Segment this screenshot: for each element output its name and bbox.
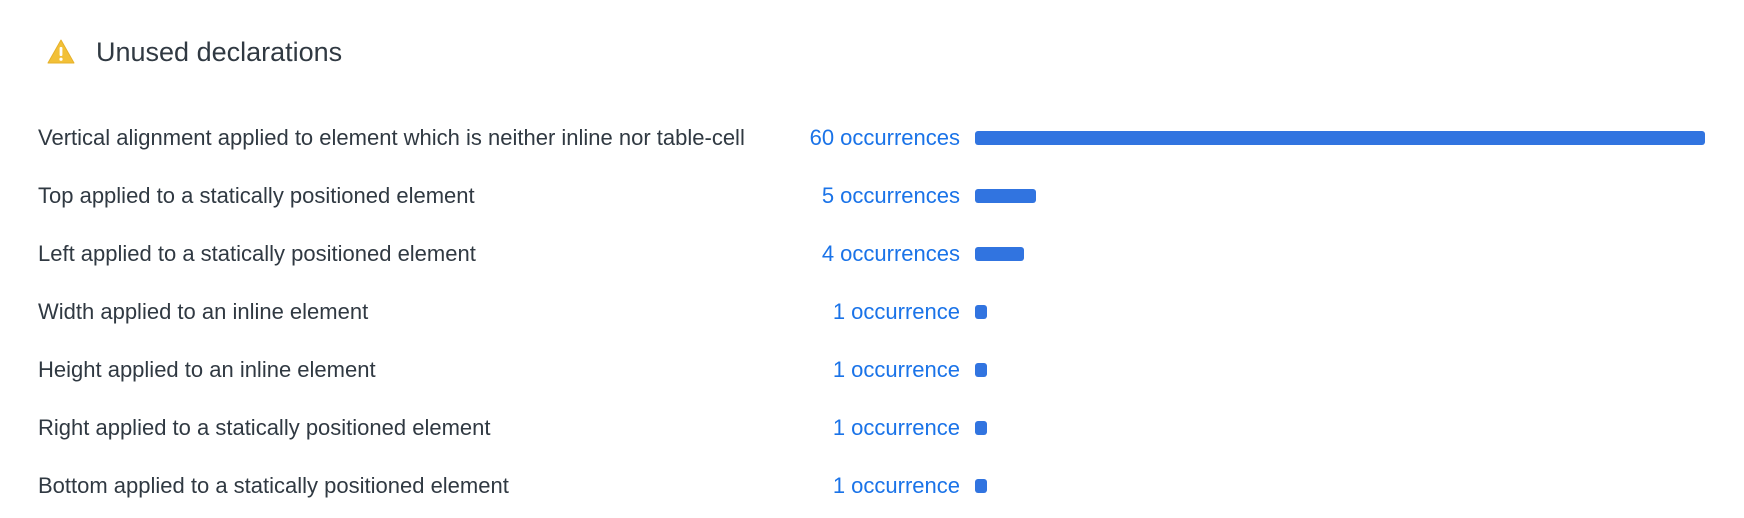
section-title: Unused declarations xyxy=(96,37,343,67)
declaration-row: Width applied to an inline element 1 occ… xyxy=(0,283,1744,341)
declaration-row: Bottom applied to a statically positione… xyxy=(0,457,1744,515)
occurrence-bar xyxy=(975,363,987,377)
occurrence-bar xyxy=(975,305,987,319)
declaration-row: Right applied to a statically positioned… xyxy=(0,399,1744,457)
occurrences-link[interactable]: 60 occurrences xyxy=(809,125,960,150)
declaration-row: Vertical alignment applied to element wh… xyxy=(0,109,1744,167)
occurrences-link[interactable]: 4 occurrences xyxy=(821,241,960,266)
declaration-label: Right applied to a statically positioned… xyxy=(38,415,491,440)
occurrence-bar xyxy=(975,421,987,435)
occurrences-link[interactable]: 1 occurrence xyxy=(832,415,960,440)
bar-track xyxy=(975,457,1705,515)
bar-track xyxy=(975,225,1705,283)
declaration-label: Bottom applied to a statically positione… xyxy=(38,473,509,498)
declaration-label: Vertical alignment applied to element wh… xyxy=(38,125,745,150)
declaration-label: Top applied to a statically positioned e… xyxy=(38,183,475,208)
section-header: Unused declarations xyxy=(46,30,342,74)
declaration-row: Height applied to an inline element 1 oc… xyxy=(0,341,1744,399)
declaration-row: Left applied to a statically positioned … xyxy=(0,225,1744,283)
occurrence-bar xyxy=(975,247,1024,261)
bar-track xyxy=(975,399,1705,457)
occurrence-bar xyxy=(975,479,987,493)
declaration-label: Height applied to an inline element xyxy=(38,357,376,382)
occurrences-link[interactable]: 1 occurrence xyxy=(832,299,960,324)
bar-track xyxy=(975,341,1705,399)
declaration-row: Top applied to a statically positioned e… xyxy=(0,167,1744,225)
occurrences-link[interactable]: 1 occurrence xyxy=(832,473,960,498)
declaration-label: Width applied to an inline element xyxy=(38,299,369,324)
occurrence-bar xyxy=(975,189,1036,203)
bar-track xyxy=(975,109,1705,167)
bar-track xyxy=(975,167,1705,225)
declaration-label: Left applied to a statically positioned … xyxy=(38,241,476,266)
occurrence-bar xyxy=(975,131,1705,145)
declaration-list: Vertical alignment applied to element wh… xyxy=(0,109,1744,515)
bar-track xyxy=(975,283,1705,341)
occurrences-link[interactable]: 1 occurrence xyxy=(832,357,960,382)
occurrences-link[interactable]: 5 occurrences xyxy=(821,183,960,208)
warning-icon xyxy=(46,37,76,67)
